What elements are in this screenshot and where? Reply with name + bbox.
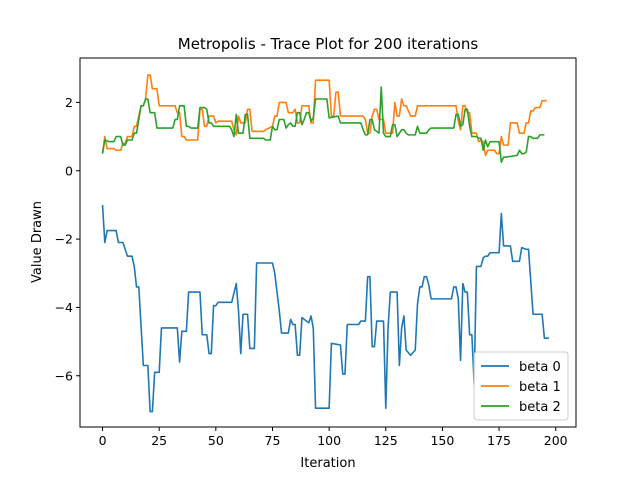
x-tick-label: 75 — [265, 433, 281, 448]
x-tick-label: 25 — [151, 433, 167, 448]
ticks-layer: 0 25 50 75 100 125 150 175 200 −6 −4 −2 0 2 — [55, 95, 568, 448]
y-axis-label: Value Drawn — [30, 201, 45, 283]
x-tick-label: 0 — [99, 433, 107, 448]
legend-label-beta-2: beta 2 — [519, 400, 561, 415]
x-axis-label: Iteration — [300, 456, 355, 471]
series-line-beta-1 — [101, 74, 547, 157]
x-tick-label: 200 — [544, 433, 568, 448]
y-tick-label: −6 — [55, 368, 73, 383]
series-layer — [101, 74, 549, 413]
x-tick-label: 100 — [317, 433, 341, 448]
x-tick-label: 150 — [430, 433, 454, 448]
chart-title: Metropolis - Trace Plot for 200 iteratio… — [178, 35, 479, 53]
legend-label-beta-1: beta 1 — [519, 380, 561, 395]
y-tick-label: −4 — [55, 300, 73, 315]
legend: beta 0 beta 1 beta 2 — [473, 351, 569, 421]
x-tick-label: 175 — [487, 433, 511, 448]
series-line-beta-2 — [101, 86, 545, 164]
x-tick-label: 50 — [208, 433, 224, 448]
x-tick-label: 125 — [374, 433, 398, 448]
legend-box — [473, 351, 569, 421]
series-line-beta-0 — [101, 204, 549, 413]
legend-label-beta-0: beta 0 — [519, 360, 561, 375]
y-tick-label: 2 — [65, 95, 73, 110]
plot-frame — [79, 57, 577, 428]
y-tick-label: −2 — [55, 232, 73, 247]
y-tick-label: 0 — [65, 163, 73, 178]
